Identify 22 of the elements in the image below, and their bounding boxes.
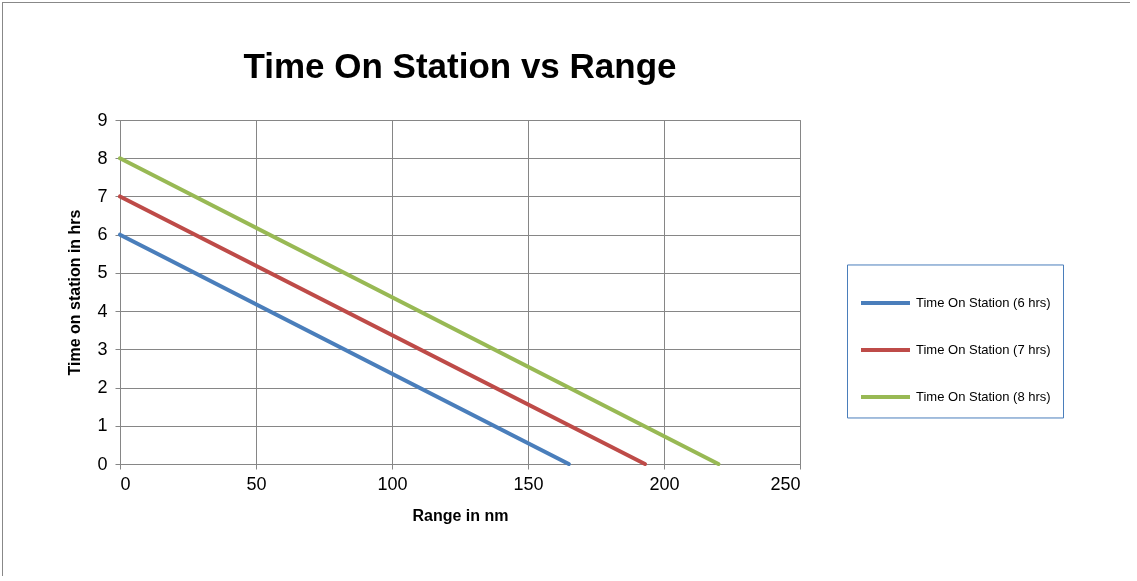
y-tick-label: 0 xyxy=(97,453,108,474)
y-axis-title: Time on station in hrs xyxy=(66,209,84,376)
x-axis-title: Range in nm xyxy=(412,506,509,524)
x-tick-label: 50 xyxy=(246,473,267,494)
y-tick-label: 8 xyxy=(97,147,108,168)
x-tick-label: 100 xyxy=(377,473,408,494)
legend-label: Time On Station (8 hrs) xyxy=(916,388,1051,404)
y-tick-label: 4 xyxy=(97,300,108,321)
legend-label: Time On Station (7 hrs) xyxy=(916,341,1051,357)
y-tick-label: 9 xyxy=(97,109,108,130)
y-tick-label: 5 xyxy=(97,262,108,283)
chart-title: Time On Station vs Range xyxy=(243,46,677,85)
x-tick-label: 0 xyxy=(120,473,131,494)
x-tick-label: 250 xyxy=(770,473,801,494)
y-tick-label: 2 xyxy=(97,377,108,398)
y-tick-label: 3 xyxy=(97,338,108,359)
y-tick-label: 6 xyxy=(97,224,108,245)
legend-label: Time On Station (6 hrs) xyxy=(916,294,1051,310)
y-tick-label: 7 xyxy=(97,185,108,206)
y-tick-label: 1 xyxy=(97,415,108,436)
x-tick-label: 200 xyxy=(649,473,680,494)
x-tick-label: 150 xyxy=(513,473,544,494)
